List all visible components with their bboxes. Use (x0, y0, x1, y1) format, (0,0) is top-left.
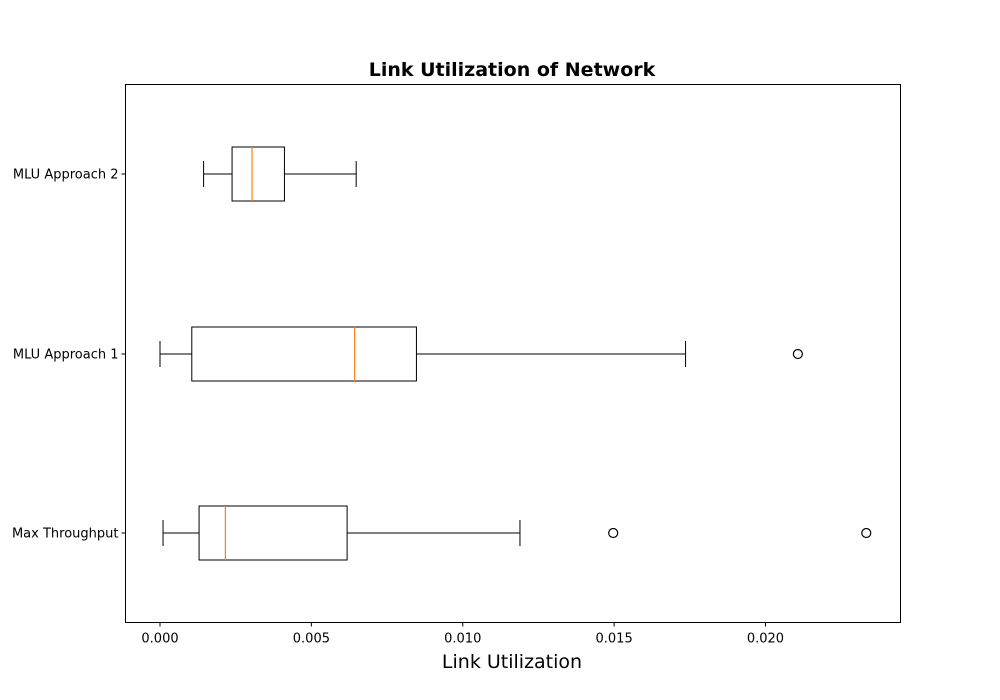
x-tick-label: 0.015 (596, 632, 633, 647)
y-axis: MLU Approach 2 MLU Approach 1 Max Throughp… (12, 168, 126, 542)
box-plot-series (159, 146, 872, 561)
interquartile-box (191, 326, 417, 382)
box-plot-group (162, 505, 872, 561)
outlier-point (608, 527, 619, 539)
x-tick-label: 0.005 (293, 632, 330, 647)
interquartile-box (198, 505, 348, 561)
x-tick-label: 0.020 (747, 632, 784, 647)
y-tick-label: MLU Approach 1 (13, 348, 119, 363)
box-plot-group (159, 326, 803, 382)
y-tick-label: Max Throughput (12, 527, 119, 542)
box-plot-group (203, 146, 357, 202)
outlier-point (792, 348, 803, 360)
chart-title: Link Utilization of Network (369, 59, 656, 81)
interquartile-box (231, 146, 285, 202)
x-tick-label: 0.000 (141, 632, 178, 647)
x-axis: 0.000 0.005 0.010 0.015 0.020 (141, 622, 784, 647)
outlier-point (861, 527, 872, 539)
x-tick-label: 0.010 (444, 632, 481, 647)
x-axis-label: Link Utilization (442, 651, 582, 673)
y-tick-label: MLU Approach 2 (13, 168, 119, 183)
